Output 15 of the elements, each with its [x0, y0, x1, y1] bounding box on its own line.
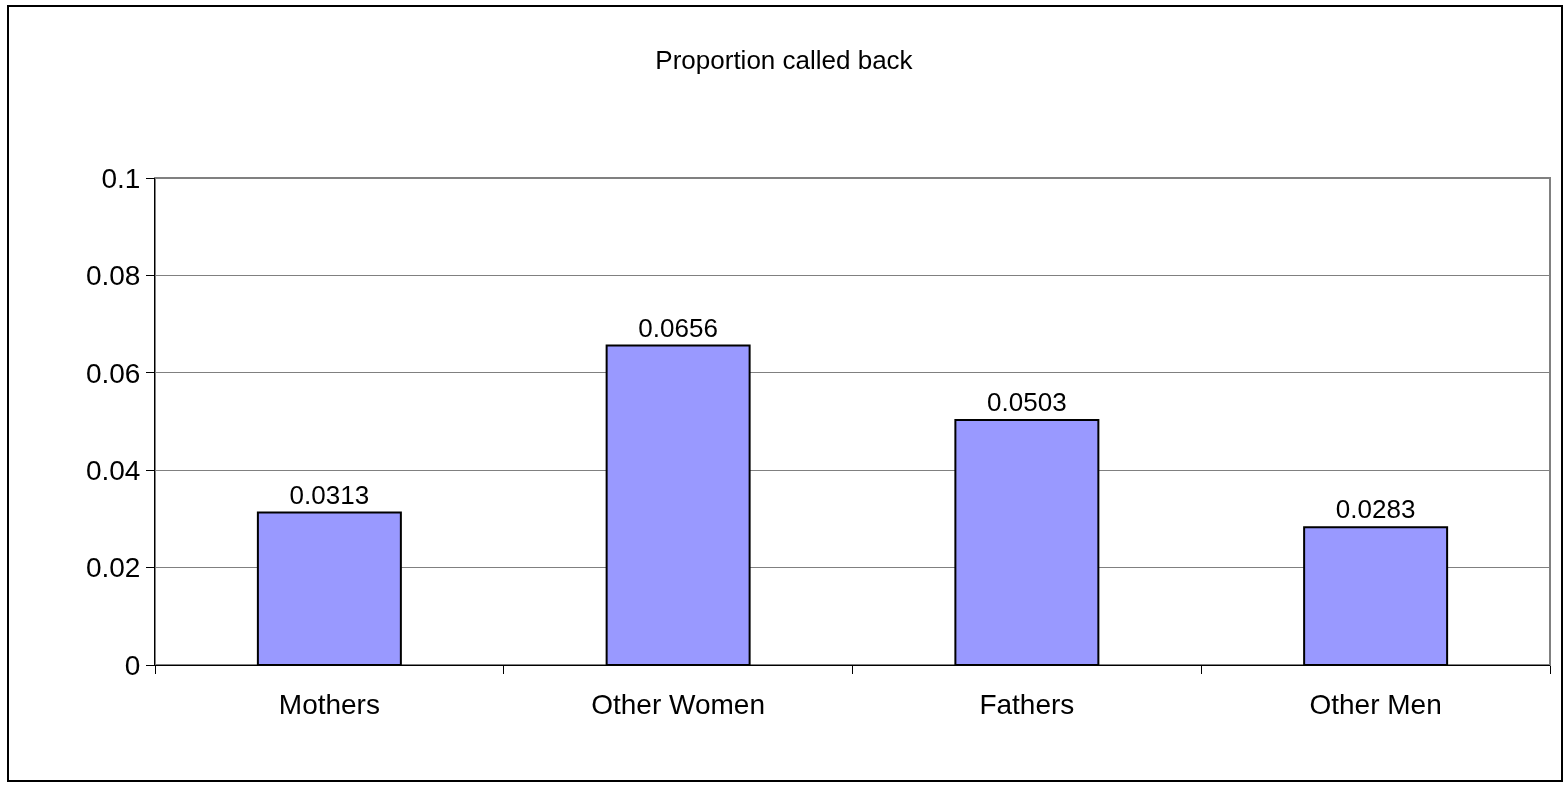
data-label: 0.0283 — [1335, 494, 1416, 525]
y-tick-label: 0.08 — [85, 260, 141, 292]
x-tick-label: Other Women — [591, 688, 766, 720]
chart-title: Proportion called back — [655, 45, 914, 76]
y-tick-label: 0.1 — [101, 162, 141, 194]
x-tick-label: Mothers — [278, 688, 380, 720]
y-tick-label: 0.06 — [85, 357, 141, 389]
data-label: 0.0503 — [987, 387, 1067, 418]
data-label: 0.0656 — [638, 312, 718, 343]
x-tick-label: Fathers — [979, 688, 1075, 720]
data-label: 0.0313 — [289, 479, 370, 510]
y-tick-label: 0.02 — [85, 552, 141, 584]
y-tick-label: 0 — [124, 649, 141, 681]
y-tick-label: 0.04 — [85, 455, 141, 486]
x-tick-label: Other Men — [1309, 688, 1442, 720]
